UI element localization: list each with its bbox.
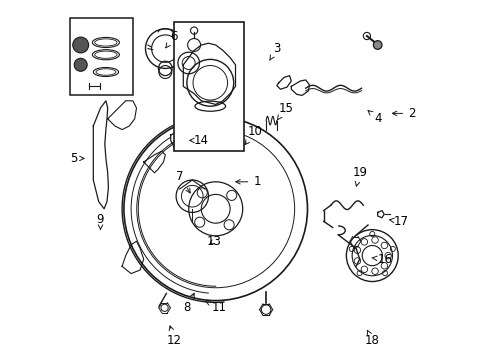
Text: 5: 5: [70, 152, 84, 165]
Text: 4: 4: [367, 111, 381, 125]
Circle shape: [373, 41, 381, 49]
Text: 9: 9: [97, 213, 104, 229]
Polygon shape: [377, 211, 384, 218]
Bar: [70, 18, 133, 95]
Text: 16: 16: [371, 253, 391, 266]
Circle shape: [73, 37, 88, 53]
Polygon shape: [170, 131, 179, 148]
Text: 15: 15: [277, 102, 293, 120]
Polygon shape: [276, 76, 291, 89]
Polygon shape: [291, 80, 309, 95]
Text: 19: 19: [351, 166, 366, 186]
Text: 11: 11: [205, 301, 226, 314]
Polygon shape: [183, 126, 226, 146]
Text: 14: 14: [189, 134, 208, 147]
Text: 18: 18: [364, 330, 379, 347]
Bar: [174, 22, 244, 151]
Text: 8: 8: [183, 293, 194, 314]
Text: 7: 7: [176, 170, 190, 193]
Text: 17: 17: [389, 215, 408, 228]
Circle shape: [74, 58, 87, 71]
Polygon shape: [107, 101, 136, 130]
Text: 3: 3: [269, 42, 280, 60]
Text: 12: 12: [166, 326, 182, 347]
Text: 6: 6: [165, 30, 178, 48]
Text: 10: 10: [244, 125, 262, 145]
Text: 13: 13: [206, 235, 221, 248]
Polygon shape: [183, 43, 235, 104]
Text: 2: 2: [391, 107, 415, 120]
Text: 1: 1: [235, 175, 260, 188]
